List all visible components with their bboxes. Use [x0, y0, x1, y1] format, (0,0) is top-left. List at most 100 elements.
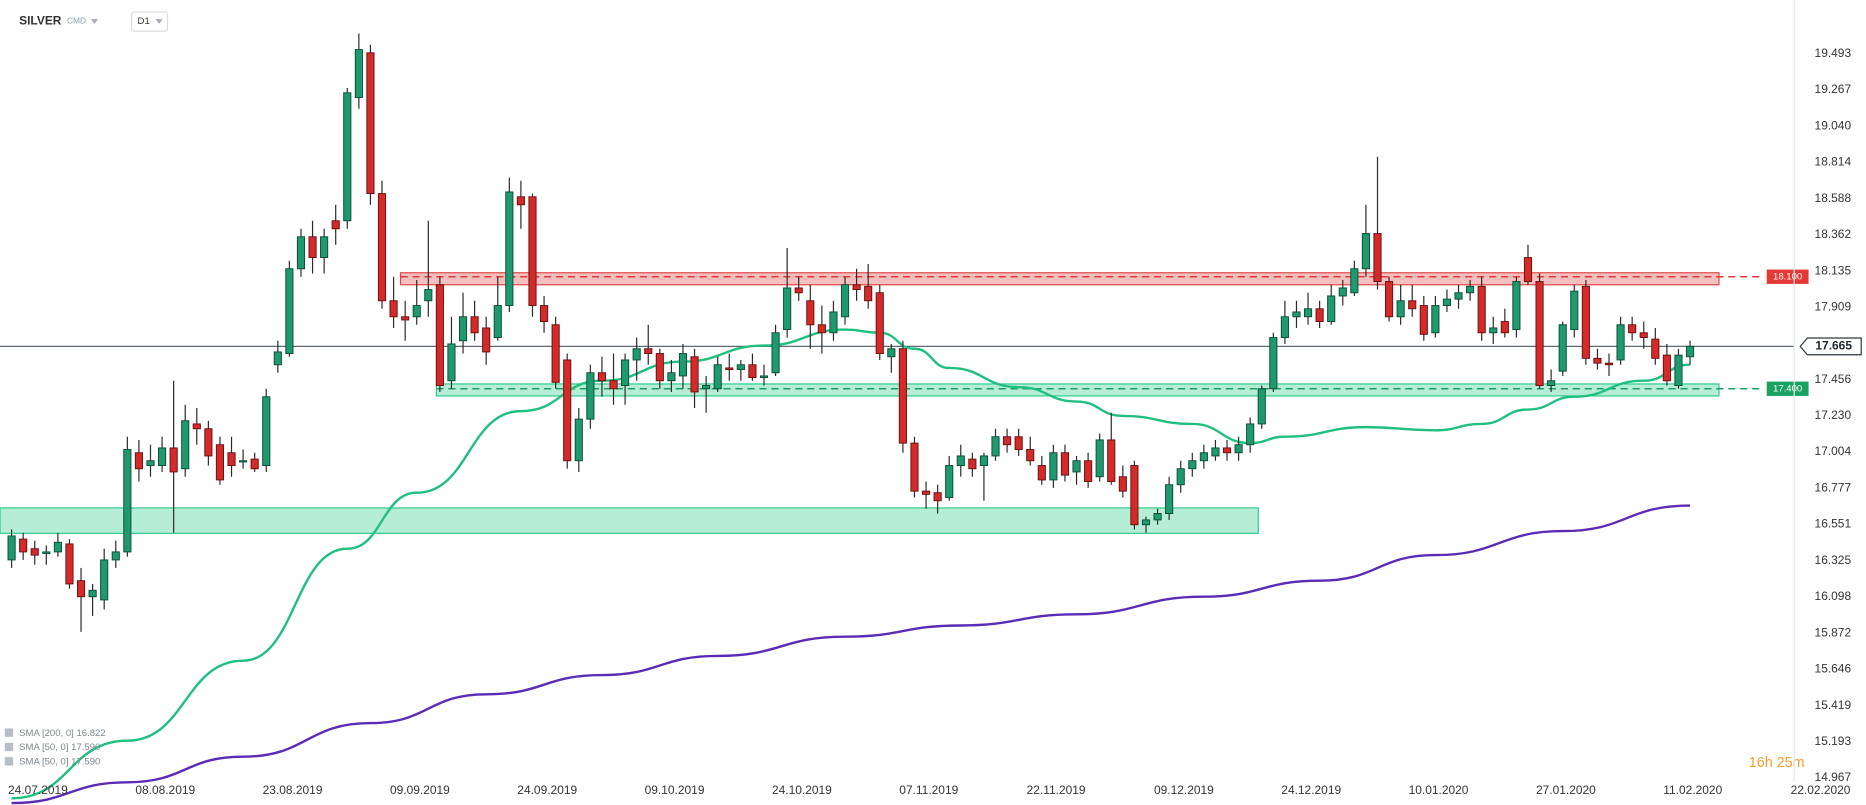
- x-tick-label: 11.02.2020: [1663, 783, 1722, 797]
- legend-entry: SMA [50, 0] 17.590: [19, 756, 100, 767]
- y-tick-label: 15.419: [1815, 698, 1852, 712]
- x-tick-label: 09.10.2019: [645, 783, 705, 797]
- timer: 16h 25m: [1749, 755, 1805, 771]
- candle-body: [1257, 388, 1266, 425]
- x-tick-label: 27.01.2020: [1536, 783, 1596, 797]
- y-tick-label: 16.777: [1815, 481, 1852, 495]
- candle-body: [991, 436, 1000, 457]
- level-label: 18.100: [1773, 271, 1802, 282]
- candle-body: [262, 396, 271, 467]
- candle-body: [1049, 452, 1058, 481]
- candle-body: [181, 420, 190, 470]
- candle-body: [794, 287, 803, 294]
- candle-body: [1385, 281, 1394, 318]
- candle-body: [1222, 447, 1232, 454]
- candle-body: [204, 428, 213, 457]
- x-tick-label: 09.09.2019: [390, 783, 450, 797]
- x-tick-label: 07.11.2019: [899, 783, 958, 797]
- zone: [435, 383, 1720, 397]
- y-tick-label: 17.909: [1815, 299, 1852, 313]
- y-tick-label: 18.135: [1815, 263, 1852, 277]
- candle-body: [215, 444, 225, 481]
- candle-body: [169, 447, 178, 473]
- candle-body: [250, 458, 259, 470]
- legend-icon[interactable]: [4, 728, 14, 737]
- candle-body: [1616, 324, 1625, 361]
- candle-body: [1639, 332, 1648, 339]
- candle-body: [1604, 362, 1614, 366]
- level-label-box: [1766, 269, 1809, 284]
- candle-body: [1246, 423, 1255, 446]
- dropdown-arrow[interactable]: [90, 19, 99, 24]
- candle-body: [979, 455, 988, 467]
- candle-body: [1338, 287, 1347, 297]
- candle-body: [1350, 268, 1359, 294]
- candle-body: [1315, 308, 1324, 323]
- candle-body: [910, 442, 919, 492]
- candle-body: [898, 348, 907, 444]
- candle-body: [1188, 460, 1197, 470]
- candle-body: [435, 284, 444, 387]
- candle-body: [1280, 316, 1289, 339]
- candle-body: [516, 196, 525, 206]
- x-tick-label: 24.12.2019: [1281, 783, 1341, 797]
- timeframe-select[interactable]: [130, 11, 169, 32]
- candle-body: [401, 316, 410, 321]
- candle-body: [667, 372, 676, 382]
- y-tick-label: 15.193: [1815, 734, 1852, 748]
- candle-body: [956, 455, 965, 467]
- y-tick-label: 19.493: [1815, 46, 1852, 60]
- candle-body: [574, 418, 583, 462]
- candle-body: [470, 316, 479, 334]
- candle-body: [331, 220, 340, 230]
- candle-body: [1165, 484, 1174, 514]
- candle-body: [1500, 321, 1509, 334]
- y-tick-label: 17.456: [1815, 372, 1852, 386]
- candle-body: [1084, 460, 1093, 483]
- last-price-box: [1799, 337, 1862, 356]
- candle-body: [1199, 452, 1208, 462]
- candle-body: [1003, 436, 1012, 446]
- x-tick-label: 09.12.2019: [1154, 783, 1214, 797]
- candle-body: [1292, 311, 1301, 318]
- candle-body: [296, 236, 306, 270]
- candle-body: [1570, 290, 1579, 331]
- candle-body: [1651, 338, 1660, 359]
- candle-body: [539, 305, 549, 323]
- zones: [0, 272, 1795, 534]
- candle-body: [528, 196, 537, 307]
- candle-body: [875, 292, 884, 355]
- candle-body: [586, 372, 595, 420]
- legend-icon[interactable]: [4, 757, 14, 766]
- candle-body: [806, 300, 815, 326]
- x-tick-label: 10.01.2020: [1409, 783, 1469, 797]
- candle-body: [1141, 519, 1151, 526]
- x-tick-label: 23.08.2019: [263, 783, 323, 797]
- dropdown-arrow[interactable]: [155, 19, 163, 24]
- y-tick-label: 18.814: [1815, 155, 1852, 169]
- x-tick-label: 22.02.2020: [1791, 783, 1851, 797]
- candle-body: [1060, 452, 1070, 476]
- last-price-label: 17.665: [1815, 339, 1852, 353]
- candle-body: [1685, 345, 1695, 358]
- candle-body: [65, 543, 74, 585]
- candle-body: [829, 311, 838, 334]
- candle-body: [1628, 324, 1637, 334]
- candle-body: [366, 52, 375, 195]
- y-tick-label: 19.267: [1815, 82, 1852, 96]
- candle-body: [1176, 468, 1185, 486]
- candle-body: [1095, 439, 1104, 478]
- candle-body: [1431, 305, 1440, 334]
- symbol: SILVER: [19, 14, 62, 28]
- candle-body: [1662, 354, 1671, 382]
- candle-body: [1269, 337, 1278, 390]
- candle-body: [945, 465, 954, 498]
- candle-body: [1419, 305, 1428, 335]
- y-tick-label: 16.551: [1815, 517, 1852, 531]
- x-tick-label: 24.09.2019: [517, 783, 577, 797]
- candle-body: [227, 452, 236, 467]
- y-tick-label: 16.325: [1815, 553, 1852, 567]
- legend-icon[interactable]: [4, 742, 14, 752]
- candle-body: [621, 359, 630, 387]
- candle-body: [968, 458, 977, 470]
